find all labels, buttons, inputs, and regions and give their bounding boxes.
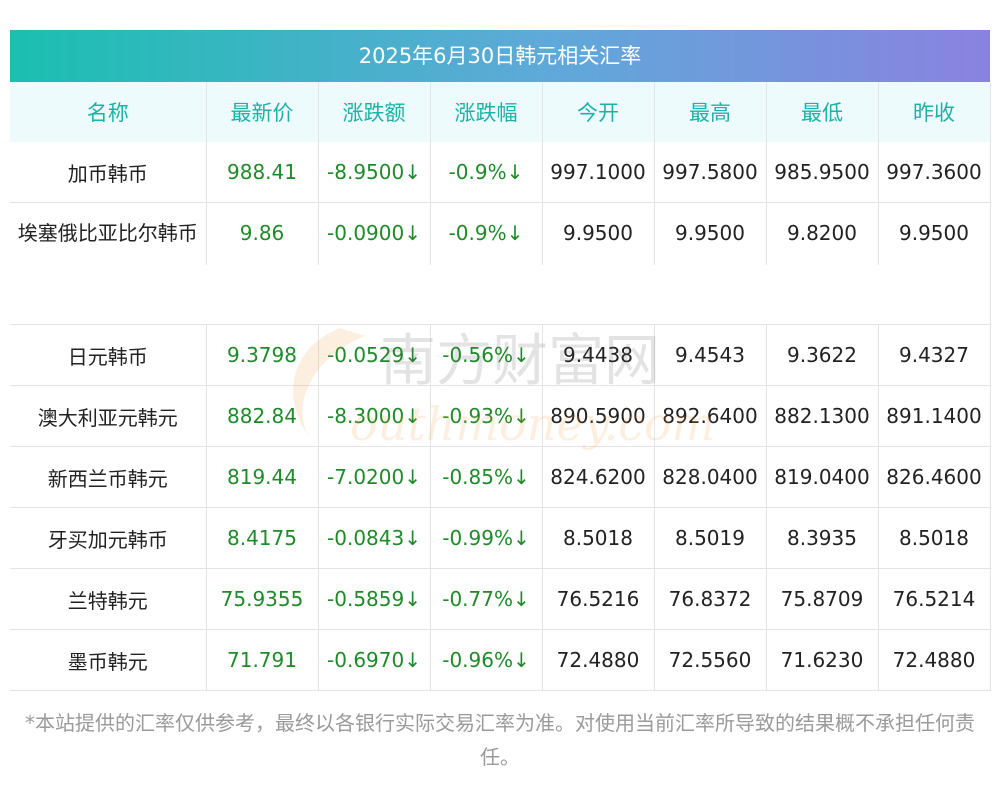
open-price: 72.4880: [542, 629, 655, 691]
open-price: 824.6200: [542, 446, 655, 508]
prev-close: 72.4880: [878, 629, 991, 691]
change-amount: -7.0200↓: [318, 446, 431, 508]
low-price: 71.6230: [766, 629, 879, 691]
change-percent: -0.93%↓: [430, 385, 543, 447]
header-name: 名称: [10, 82, 207, 142]
prev-close: 76.5214: [878, 568, 991, 630]
prev-close: 997.3600: [878, 142, 991, 203]
high-price: 892.6400: [654, 385, 767, 447]
change-percent: -0.96%↓: [430, 629, 543, 691]
exchange-rate-table: 名称 最新价 涨跌额 涨跌幅 今开 最高 最低 昨收 加币韩币 988.41 -…: [10, 82, 991, 691]
latest-price: 8.4175: [206, 507, 319, 569]
currency-name: 墨币韩元: [10, 629, 207, 691]
open-price: 8.5018: [542, 507, 655, 569]
low-price: 8.3935: [766, 507, 879, 569]
latest-price: 75.9355: [206, 568, 319, 630]
header-change: 涨跌额: [318, 82, 431, 142]
change-amount: -8.9500↓: [318, 142, 431, 203]
currency-name: 埃塞俄比亚比尔韩币: [10, 202, 207, 325]
low-price: 985.9500: [766, 142, 879, 203]
latest-price: 819.44: [206, 446, 319, 508]
open-price: 890.5900: [542, 385, 655, 447]
open-price: 9.4438: [542, 324, 655, 386]
open-price: 76.5216: [542, 568, 655, 630]
high-price: 997.5800: [654, 142, 767, 203]
table-row: 加币韩币 988.41 -8.9500↓ -0.9%↓ 997.1000 997…: [10, 142, 991, 203]
prev-close: 826.4600: [878, 446, 991, 508]
currency-name: 兰特韩元: [10, 568, 207, 630]
header-latest: 最新价: [206, 82, 319, 142]
disclaimer-footnote: *本站提供的汇率仅供参考，最终以各银行实际交易汇率为准。对使用当前汇率所导致的结…: [25, 711, 975, 769]
low-price: 75.8709: [766, 568, 879, 630]
change-percent: -0.56%↓: [430, 324, 543, 386]
change-amount: -8.3000↓: [318, 385, 431, 447]
high-price: 828.0400: [654, 446, 767, 508]
table-row: 牙买加元韩币 8.4175 -0.0843↓ -0.99%↓ 8.5018 8.…: [10, 507, 991, 569]
prev-close: 8.5018: [878, 507, 991, 569]
table-row: 日元韩币 9.3798 -0.0529↓ -0.56%↓ 9.4438 9.45…: [10, 324, 991, 386]
table-row: 墨币韩元 71.791 -0.6970↓ -0.96%↓ 72.4880 72.…: [10, 629, 991, 691]
header-open: 今开: [542, 82, 655, 142]
change-amount: -0.5859↓: [318, 568, 431, 630]
header-row: 名称 最新价 涨跌额 涨跌幅 今开 最高 最低 昨收: [10, 82, 991, 142]
change-percent: -0.77%↓: [430, 568, 543, 630]
low-price: 9.3622: [766, 324, 879, 386]
latest-price: 882.84: [206, 385, 319, 447]
currency-name: 新西兰币韩元: [10, 446, 207, 508]
table-title: 2025年6月30日韩元相关汇率: [10, 30, 990, 82]
header-prev-close: 昨收: [878, 82, 991, 142]
table-row: 新西兰币韩元 819.44 -7.0200↓ -0.85%↓ 824.6200 …: [10, 446, 991, 508]
change-percent: -0.9%↓: [430, 142, 543, 203]
change-percent: -0.99%↓: [430, 507, 543, 569]
low-price: 882.1300: [766, 385, 879, 447]
open-price: 997.1000: [542, 142, 655, 203]
header-high: 最高: [654, 82, 767, 142]
row-gap-blank: [206, 265, 990, 324]
header-low: 最低: [766, 82, 879, 142]
prev-close: 9.4327: [878, 324, 991, 386]
latest-price: 988.41: [206, 142, 319, 203]
table-row: 兰特韩元 75.9355 -0.5859↓ -0.77%↓ 76.5216 76…: [10, 568, 991, 630]
change-percent: -0.85%↓: [430, 446, 543, 508]
table-row: 澳大利亚元韩元 882.84 -8.3000↓ -0.93%↓ 890.5900…: [10, 385, 991, 447]
high-price: 8.5019: [654, 507, 767, 569]
high-price: 72.5560: [654, 629, 767, 691]
latest-price: 9.3798: [206, 324, 319, 386]
high-price: 76.8372: [654, 568, 767, 630]
currency-name: 牙买加元韩币: [10, 507, 207, 569]
prev-close: 891.1400: [878, 385, 991, 447]
header-change-pct: 涨跌幅: [430, 82, 543, 142]
latest-price: 71.791: [206, 629, 319, 691]
low-price: 819.0400: [766, 446, 879, 508]
change-amount: -0.0529↓: [318, 324, 431, 386]
currency-name: 加币韩币: [10, 142, 207, 203]
currency-name: 澳大利亚元韩元: [10, 385, 207, 447]
change-amount: -0.0843↓: [318, 507, 431, 569]
change-amount: -0.6970↓: [318, 629, 431, 691]
high-price: 9.4543: [654, 324, 767, 386]
currency-name: 日元韩币: [10, 324, 207, 386]
